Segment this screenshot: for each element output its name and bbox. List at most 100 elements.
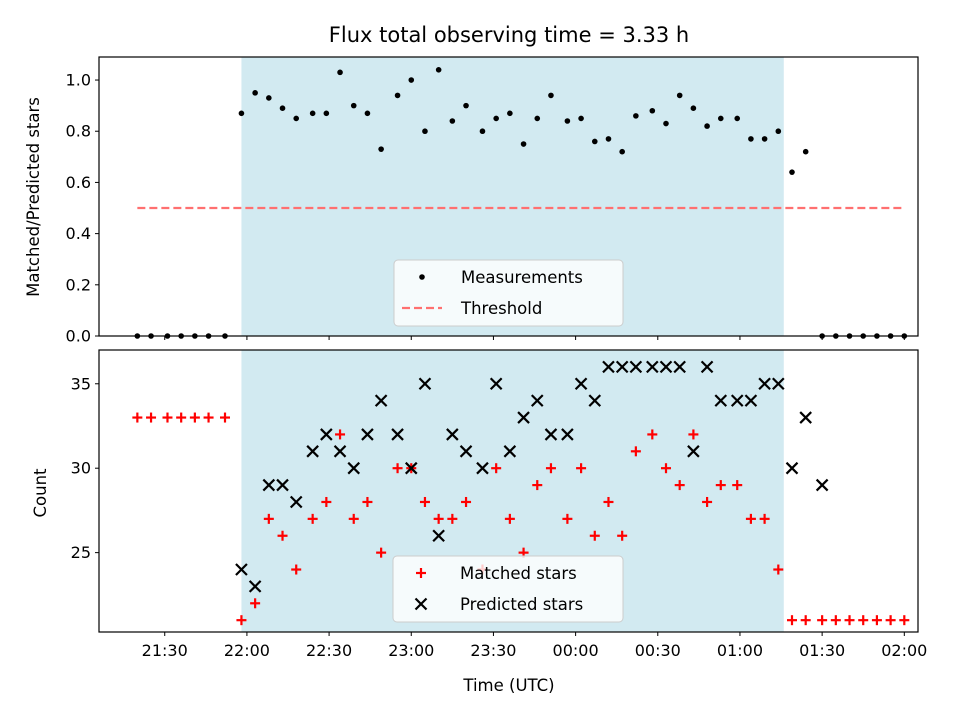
matched-star-point [858,615,869,626]
measurement-point [717,115,724,122]
legend-box [393,259,624,327]
predicted-star-point [276,478,289,492]
matched-star-point [321,496,332,507]
measurement-point [238,110,245,117]
measurement-point [633,113,639,119]
predicted-star-point [333,445,347,458]
matched-star-point [844,615,855,626]
measurement-point [378,146,384,152]
measurement-point [775,128,782,135]
matched-star-point [132,412,143,423]
measurement-point [350,102,357,109]
predicted-star-point [306,445,319,458]
measurement-point [591,138,598,145]
legend-measurement-swatch [419,274,425,280]
predicted-star-point [391,428,404,441]
matched-star-point [702,496,713,507]
matched-star-point [220,412,230,423]
matched-star-point [203,412,214,423]
measurement-point [704,123,710,129]
matched-star-point [545,463,556,474]
matched-star-point [376,547,387,558]
matched-star-point [787,615,797,626]
matched-star-point [617,530,628,541]
x-tick-label: 00:00 [553,641,599,660]
predicted-star-point [615,360,629,374]
predicted-star-point [262,478,276,492]
measurement-point [690,105,697,111]
predicted-star-point [418,377,432,391]
measurement-point [649,107,656,114]
predicted-star-point [289,495,303,509]
matched-star-point [830,615,841,626]
predicted-star-point [602,360,615,374]
lower-legend: Matched stars Predicted stars [392,555,624,623]
measurement-point [479,128,486,135]
matched-star-point [732,480,743,491]
predicted-star-point [659,360,673,374]
predicted-star-point [815,478,829,492]
x-tick-label: 00:30 [635,641,681,660]
measurement-point [534,115,541,122]
measurement-point [734,115,741,122]
measurement-point [578,115,584,122]
matched-star-point [236,615,247,626]
matched-star-point [532,480,543,491]
predicted-star-point [503,445,517,458]
measurement-point [748,136,754,142]
predicted-star-point [489,377,503,391]
upper-y-tick-label: 0.8 [66,122,91,141]
matched-star-point [392,463,403,474]
predicted-star-point [446,428,459,441]
matched-star-point [433,513,444,524]
matched-star-point [291,564,302,575]
matched-star-point [759,513,770,524]
legend-label: Predicted stars [460,595,583,614]
predicted-star-point [574,377,588,391]
measurement-point [293,115,300,122]
predicted-star-point [758,377,771,391]
predicted-star-point [235,563,248,576]
matched-star-point [277,530,288,541]
measurement-point [337,69,343,76]
lower-axes-frame [98,349,919,633]
measurement-point [520,141,527,147]
x-tick-label: 21:30 [142,641,188,660]
measurement-point [394,92,401,99]
predicted-star-point [530,394,544,407]
predicted-star-point [432,529,445,543]
predicted-star-point [476,461,489,475]
lower-y-tick-label: 25 [71,543,91,562]
lower-axes: 25 30 35 21:30 22:00 22:30 23:00 23:30 00:00 00:3… [71,349,927,660]
upper-y-tick-label: 0.6 [66,173,91,192]
matched-star-point [773,564,784,575]
predicted-star-point [700,360,714,374]
predicted-star-point [361,428,374,441]
measurement-point [802,148,809,155]
measurement-point [619,148,625,155]
matched-star-point [176,412,187,423]
matched-star-point [899,615,910,626]
matched-star-point [146,412,157,423]
predicted-star-point [320,428,333,441]
measurement-point [507,110,513,117]
upper-y-tick-label: 0.4 [66,224,91,243]
matched-star-point [630,446,641,457]
predicted-star-point [744,394,758,407]
measurement-point [266,95,272,101]
predicted-star-point [785,461,799,475]
predicted-star-point [561,428,574,441]
predicted-star-point [646,360,659,374]
matched-star-point [688,429,699,440]
measurement-point [252,90,258,96]
matched-star-point [263,513,274,524]
matched-star-point [885,615,896,626]
measurement-point [605,136,612,142]
matched-star-point [745,513,756,524]
measurement-point [449,118,456,124]
measurement-point [408,77,415,83]
matched-star-point [817,615,828,626]
predicted-star-point [799,411,812,424]
matched-star-point [447,513,458,524]
